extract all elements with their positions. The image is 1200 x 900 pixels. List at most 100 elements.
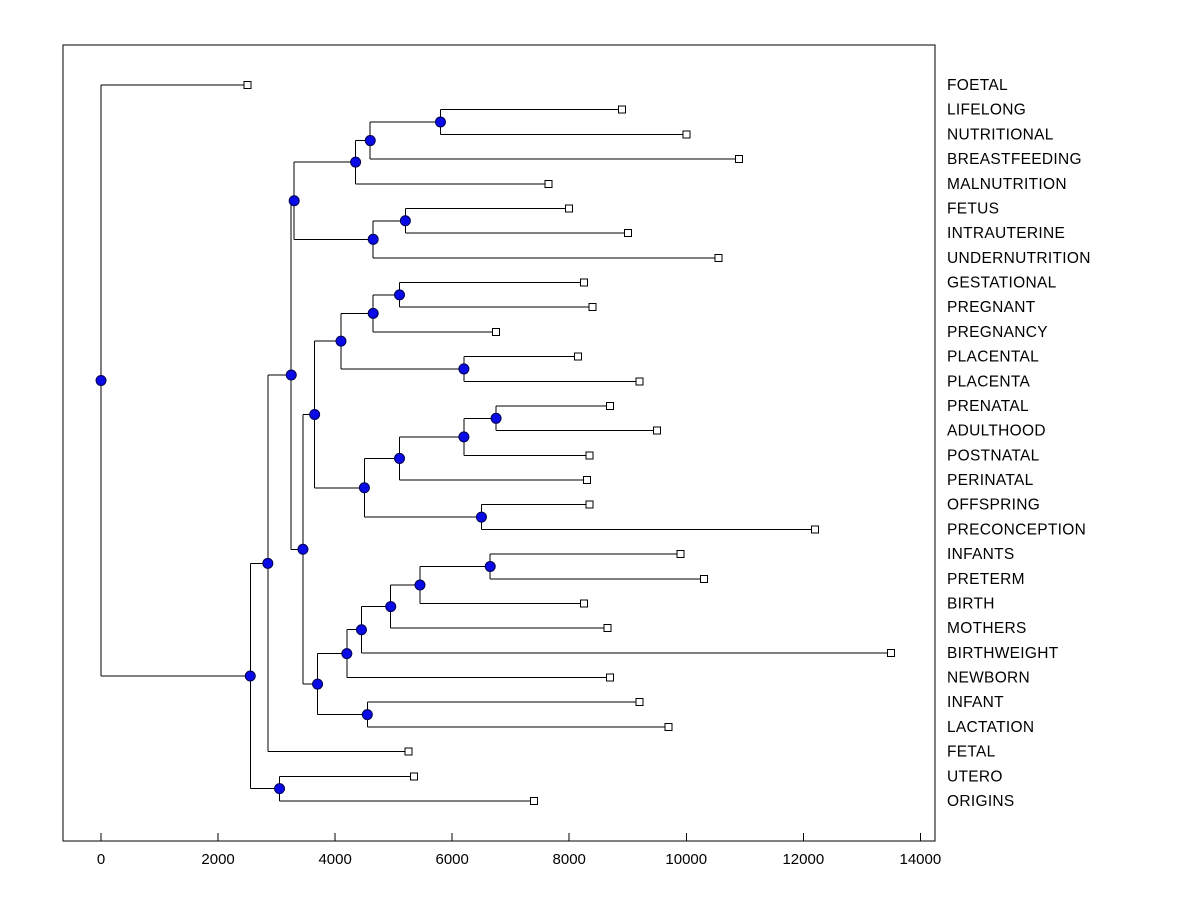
leaf-label: ORIGINS: [947, 793, 1015, 810]
leaf-label: FETUS: [947, 200, 999, 217]
leaf-label: BIRTH: [947, 595, 995, 612]
leaf-marker: [887, 648, 896, 657]
internal-node-marker: [458, 363, 470, 375]
internal-node-marker: [385, 601, 397, 613]
leaf-label: UNDERNUTRITION: [947, 250, 1091, 267]
x-tick-label: 4000: [318, 851, 351, 868]
internal-node-marker: [244, 670, 256, 682]
internal-node-marker: [361, 709, 373, 721]
leaf-marker: [714, 253, 723, 262]
internal-node-marker: [367, 233, 379, 245]
leaf-label: PERINATAL: [947, 472, 1034, 489]
leaf-label: NEWBORN: [947, 670, 1030, 687]
x-tick-label: 14000: [900, 851, 942, 868]
x-tick-label: 0: [97, 851, 105, 868]
internal-node-marker: [335, 335, 347, 347]
x-tick-label: 6000: [435, 851, 468, 868]
leaf-label: GESTATIONAL: [947, 275, 1057, 292]
leaf-label: LIFELONG: [947, 102, 1026, 119]
leaf-marker: [585, 451, 594, 460]
leaf-marker: [579, 599, 588, 608]
leaf-marker: [565, 204, 574, 213]
leaf-label: INFANTS: [947, 546, 1015, 563]
internal-node-marker: [285, 369, 297, 381]
leaf-marker: [623, 229, 632, 238]
internal-node-marker: [490, 412, 502, 424]
internal-node-marker: [484, 560, 496, 572]
leaf-marker: [588, 303, 597, 312]
leaf-label: POSTNATAL: [947, 447, 1040, 464]
plot-box: [62, 44, 936, 842]
x-tick-label: 12000: [782, 851, 824, 868]
leaf-marker: [635, 377, 644, 386]
leaf-label: MOTHERS: [947, 620, 1027, 637]
leaf-marker: [811, 525, 820, 534]
leaf-marker: [699, 574, 708, 583]
x-tick-label: 8000: [553, 851, 586, 868]
leaf-label: INFANT: [947, 694, 1004, 711]
leaf-label: PREGNANCY: [947, 324, 1048, 341]
leaf-label: MALNUTRITION: [947, 176, 1067, 193]
leaf-marker: [544, 179, 553, 188]
leaf-label: ADULTHOOD: [947, 423, 1046, 440]
leaf-marker: [410, 772, 419, 781]
internal-node-marker: [355, 624, 367, 636]
internal-node-marker: [414, 579, 426, 591]
leaf-marker: [243, 81, 252, 89]
internal-node-marker: [394, 452, 406, 464]
leaf-marker: [635, 698, 644, 707]
x-tick-label: 2000: [201, 851, 234, 868]
leaf-marker: [606, 673, 615, 682]
leaf-label: BIRTHWEIGHT: [947, 645, 1059, 662]
leaf-marker: [530, 797, 539, 805]
leaf-marker: [585, 500, 594, 509]
leaf-label: FOETAL: [947, 77, 1008, 94]
leaf-label: OFFSPRING: [947, 497, 1040, 514]
internal-node-marker: [364, 135, 376, 147]
leaf-label: PRETERM: [947, 571, 1025, 588]
internal-node-marker: [458, 431, 470, 443]
internal-node-marker: [399, 215, 411, 227]
leaf-marker: [603, 624, 612, 633]
leaf-marker: [682, 130, 691, 139]
leaf-marker: [492, 327, 501, 336]
internal-node-marker: [475, 511, 487, 523]
internal-node-marker: [394, 289, 406, 301]
leaf-marker: [579, 278, 588, 287]
leaf-label: PREGNANT: [947, 299, 1036, 316]
internal-node-marker: [95, 374, 107, 386]
leaf-marker: [606, 401, 615, 410]
internal-node-marker: [367, 307, 379, 319]
internal-node-marker: [434, 116, 446, 128]
leaf-marker: [734, 155, 743, 164]
leaf-label: LACTATION: [947, 719, 1034, 736]
leaf-label: INTRAUTERINE: [947, 225, 1065, 242]
internal-node-marker: [309, 408, 321, 420]
internal-node-marker: [274, 783, 286, 795]
leaf-label: BREASTFEEDING: [947, 151, 1082, 168]
leaf-marker: [582, 476, 591, 485]
internal-node-marker: [297, 543, 309, 555]
leaf-label: NUTRITIONAL: [947, 126, 1054, 143]
leaf-marker: [404, 747, 413, 756]
internal-node-marker: [350, 156, 362, 168]
leaf-marker: [574, 352, 583, 361]
internal-node-marker: [312, 678, 324, 690]
leaf-label: FETAL: [947, 744, 996, 761]
leaf-marker: [664, 722, 673, 731]
internal-node-marker: [358, 482, 370, 494]
x-tick-label: 10000: [665, 851, 707, 868]
internal-node-marker: [288, 195, 300, 207]
leaf-label: UTERO: [947, 768, 1003, 785]
internal-node-marker: [262, 557, 274, 569]
leaf-label: PLACENTAL: [947, 349, 1039, 366]
leaf-marker: [617, 105, 626, 114]
leaf-label: PRENATAL: [947, 398, 1029, 415]
leaf-label: PLACENTA: [947, 373, 1030, 390]
internal-node-marker: [341, 648, 353, 660]
leaf-marker: [653, 426, 662, 435]
leaf-label: PRECONCEPTION: [947, 521, 1086, 538]
leaf-marker: [676, 550, 685, 559]
